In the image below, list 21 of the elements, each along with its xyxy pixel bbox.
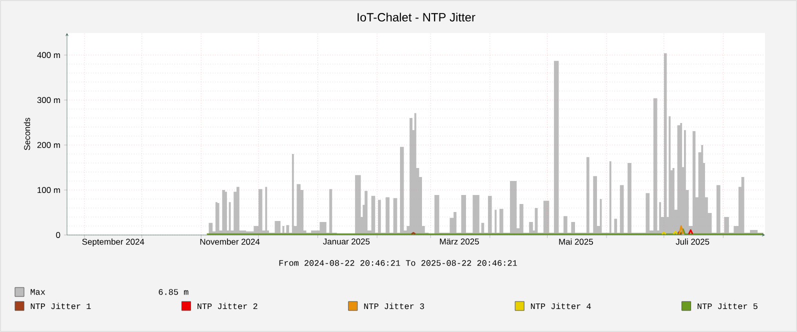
- x-tick-label: Januar 2025: [323, 238, 370, 245]
- y-tick-label: 0: [56, 232, 60, 238]
- legend-label: Max: [30, 289, 46, 295]
- y-tick-label: 400 m: [37, 52, 60, 58]
- legend-label: NTP Jitter 2: [198, 302, 258, 310]
- y-tick-label: 200 m: [37, 142, 60, 148]
- x-tick-label: November 2024: [200, 238, 260, 245]
- y-axis-title: Seconds: [24, 118, 30, 150]
- text: From 2024-08-22 20:46:21 To 2025-08-22 20:46:21: [279, 260, 517, 266]
- text: 6.85 m: [158, 289, 188, 295]
- legend-label: NTP Jitter 4: [530, 302, 591, 310]
- legend-label: NTP Jitter 5: [698, 302, 758, 310]
- y-tick-label: 300 m: [37, 97, 60, 104]
- legend-label: NTP Jitter 1: [30, 302, 91, 310]
- x-tick-label: Mai 2025: [559, 238, 593, 245]
- y-tick-label: 100 m: [38, 187, 60, 194]
- x-tick-label: März 2025: [440, 238, 479, 245]
- x-tick-label: Juli 2025: [676, 238, 710, 245]
- legend-label: NTP Jitter 3: [364, 302, 424, 310]
- chart-title: IoT-Chalet - NTP Jitter: [358, 12, 476, 22]
- x-tick-label: September 2024: [82, 238, 144, 246]
